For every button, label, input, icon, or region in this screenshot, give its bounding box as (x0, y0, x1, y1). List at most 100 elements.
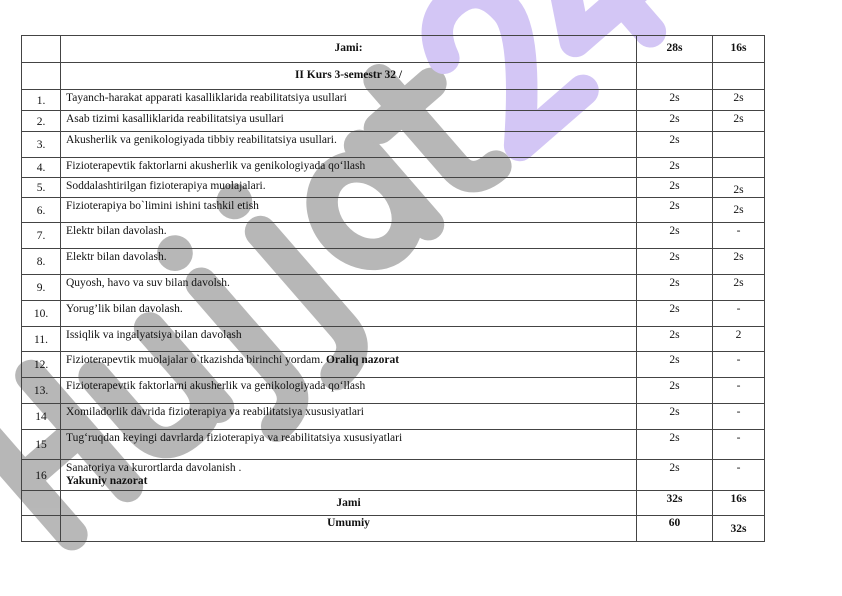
row-number: 10. (21, 300, 61, 327)
footer-label: Umumiy (60, 515, 637, 542)
table-row: 9. Quyosh, havo va suv bilan davolsh. 2s 2s (21, 274, 765, 301)
hours-col2: 2s (712, 89, 765, 111)
table-row: 11. Issiqlik va ingalyatsiya bilan davola… (21, 326, 765, 352)
hours-col2: 2s (712, 110, 765, 132)
hours-col2 (712, 131, 765, 158)
hours-col2 (712, 157, 765, 178)
topic-text: Elektr bilan davolash. (66, 225, 167, 237)
hours-col2: 2s (712, 177, 765, 198)
topic-text: Akusherlik va genikologiyada tibbiy reab… (66, 134, 337, 146)
row-number: 14 (21, 403, 61, 430)
topic-cell: Asab tizimi kasalliklarida reabilitatsiy… (60, 110, 637, 132)
footer-row: Jami 32s 16s (21, 490, 765, 516)
hours-col2: 2s (712, 248, 765, 275)
hours-col1: 2s (636, 326, 713, 352)
row-number: 12. (21, 351, 61, 378)
hours-col2: 16s (712, 35, 765, 63)
topic-cell: Quyosh, havo va suv bilan davolsh. (60, 274, 637, 301)
hours-col1: 28s (636, 35, 713, 63)
hours-col1: 2s (636, 131, 713, 158)
topic-cell: Fizioterapevtik faktorlarni akusherlik v… (60, 157, 637, 178)
row-number: 8. (21, 248, 61, 275)
table-row: 7. Elektr bilan davolash. 2s - (21, 222, 765, 249)
hours-col2 (712, 62, 765, 90)
row-number-empty (21, 35, 61, 63)
table-row: 5. Soddalashtirilgan fizioterapiya muolaj… (21, 177, 765, 198)
topic-text: Fizioterapevtik muolajalar o`tkazishda b… (66, 354, 324, 366)
hours-col1: 2s (636, 429, 713, 460)
table-row: 12. Fizioterapevtik muolajalar o`tkazishd… (21, 351, 765, 378)
row-number-empty (21, 515, 61, 542)
topic-cell: Akusherlik va genikologiyada tibbiy reab… (60, 131, 637, 158)
row-number: 6. (21, 197, 61, 223)
curriculum-table: Jami: 28s 16s II Kurs 3-semestr 32 /1. Tayan… (21, 35, 765, 542)
hours-col1: 2s (636, 248, 713, 275)
footer-row: Umumiy 60 32s (21, 515, 765, 542)
hours-col1: 2s (636, 274, 713, 301)
row-number: 1. (21, 89, 61, 111)
hours-col2: 16s (712, 490, 765, 516)
topic-cell: Issiqlik va ingalyatsiya bilan davolash (60, 326, 637, 352)
hours-col1: 2s (636, 222, 713, 249)
hours-col1: 2s (636, 157, 713, 178)
row-number: 7. (21, 222, 61, 249)
topic-text: Soddalashtirilgan fizioterapiya muolajal… (66, 180, 266, 192)
table-row: 8. Elektr bilan davolash. 2s 2s (21, 248, 765, 275)
hours-col2: - (712, 351, 765, 378)
hours-col1: 2s (636, 89, 713, 111)
topic-cell: Fizioterapiya bo`limini ishini tashkil e… (60, 197, 637, 223)
topic-cell: Elektr bilan davolash. (60, 248, 637, 275)
control-label: Oraliq nazorat (325, 354, 400, 366)
header-label: Jami: (60, 35, 637, 63)
topic-cell: Soddalashtirilgan fizioterapiya muolajal… (60, 177, 637, 198)
row-number: 15 (21, 429, 61, 460)
hours-col1: 2s (636, 177, 713, 198)
topic-cell: Elektr bilan davolash. (60, 222, 637, 249)
hours-col1: 2s (636, 110, 713, 132)
topic-text: Fizioterapevtik faktorlarni akusherlik v… (66, 380, 366, 392)
topic-cell: Yorug’lik bilan davolash. (60, 300, 637, 327)
hours-col2: 32s (712, 515, 765, 542)
row-number-empty (21, 490, 61, 516)
row-number: 9. (21, 274, 61, 301)
topic-text: Xomiladorlik davrida fizioterapiya va re… (66, 406, 364, 418)
hours-col2: 2 (712, 326, 765, 352)
row-number-empty (21, 62, 61, 90)
hours-col2: - (712, 300, 765, 327)
row-number: 11. (21, 326, 61, 352)
topic-text: Quyosh, havo va suv bilan davolsh. (66, 277, 230, 289)
hours-col1: 2s (636, 403, 713, 430)
hours-col1: 2s (636, 300, 713, 327)
row-number: 16 (21, 459, 61, 491)
topic-text: Tug‘ruqdan keyingi davrlarda fizioterapi… (66, 432, 403, 444)
topic-text: Fizioterapevtik faktorlarni akusherlik v… (66, 160, 366, 172)
table-row: 1. Tayanch-harakat apparati kasalliklarid… (21, 89, 765, 111)
topic-cell: Sanatoriya va kurortlarda davolanish . Ya… (60, 459, 637, 491)
row-number: 3. (21, 131, 61, 158)
topic-cell: Xomiladorlik davrida fizioterapiya va re… (60, 403, 637, 430)
table-row: 4. Fizioterapevtik faktorlarni akusherlik… (21, 157, 765, 178)
topic-cell: Tayanch-harakat apparati kasalliklarida … (60, 89, 637, 111)
hours-col2: 2s (712, 197, 765, 223)
hours-col1 (636, 62, 713, 90)
row-number: 5. (21, 177, 61, 198)
topic-text: Tayanch-harakat apparati kasalliklarida … (66, 92, 347, 104)
topic-text: Sanatoriya va kurortlarda davolanish . (66, 462, 242, 474)
table-row: 14 Xomiladorlik davrida fizioterapiya va … (21, 403, 765, 430)
hours-col1: 60 (636, 515, 713, 542)
topic-text: Elektr bilan davolash. (66, 251, 167, 263)
hours-col2: - (712, 403, 765, 430)
table-row: 15 Tug‘ruqdan keyingi davrlarda fiziotera… (21, 429, 765, 460)
hours-col1: 2s (636, 351, 713, 378)
hours-col1: 2s (636, 377, 713, 404)
topic-text: Fizioterapiya bo`limini ishini tashkil e… (66, 200, 259, 212)
table-row: 10. Yorug’lik bilan davolash. 2s - (21, 300, 765, 327)
header-label: II Kurs 3-semestr 32 / (60, 62, 637, 90)
table-row: 6. Fizioterapiya bo`limini ishini tashkil… (21, 197, 765, 223)
table-row: 13. Fizioterapevtik faktorlarni akusherli… (21, 377, 765, 404)
row-number: 2. (21, 110, 61, 132)
topic-text: Asab tizimi kasalliklarida reabilitatsiy… (66, 113, 284, 125)
hours-col2: - (712, 459, 765, 491)
topic-cell: Fizioterapevtik muolajalar o`tkazishda b… (60, 351, 637, 378)
hours-col2: - (712, 429, 765, 460)
